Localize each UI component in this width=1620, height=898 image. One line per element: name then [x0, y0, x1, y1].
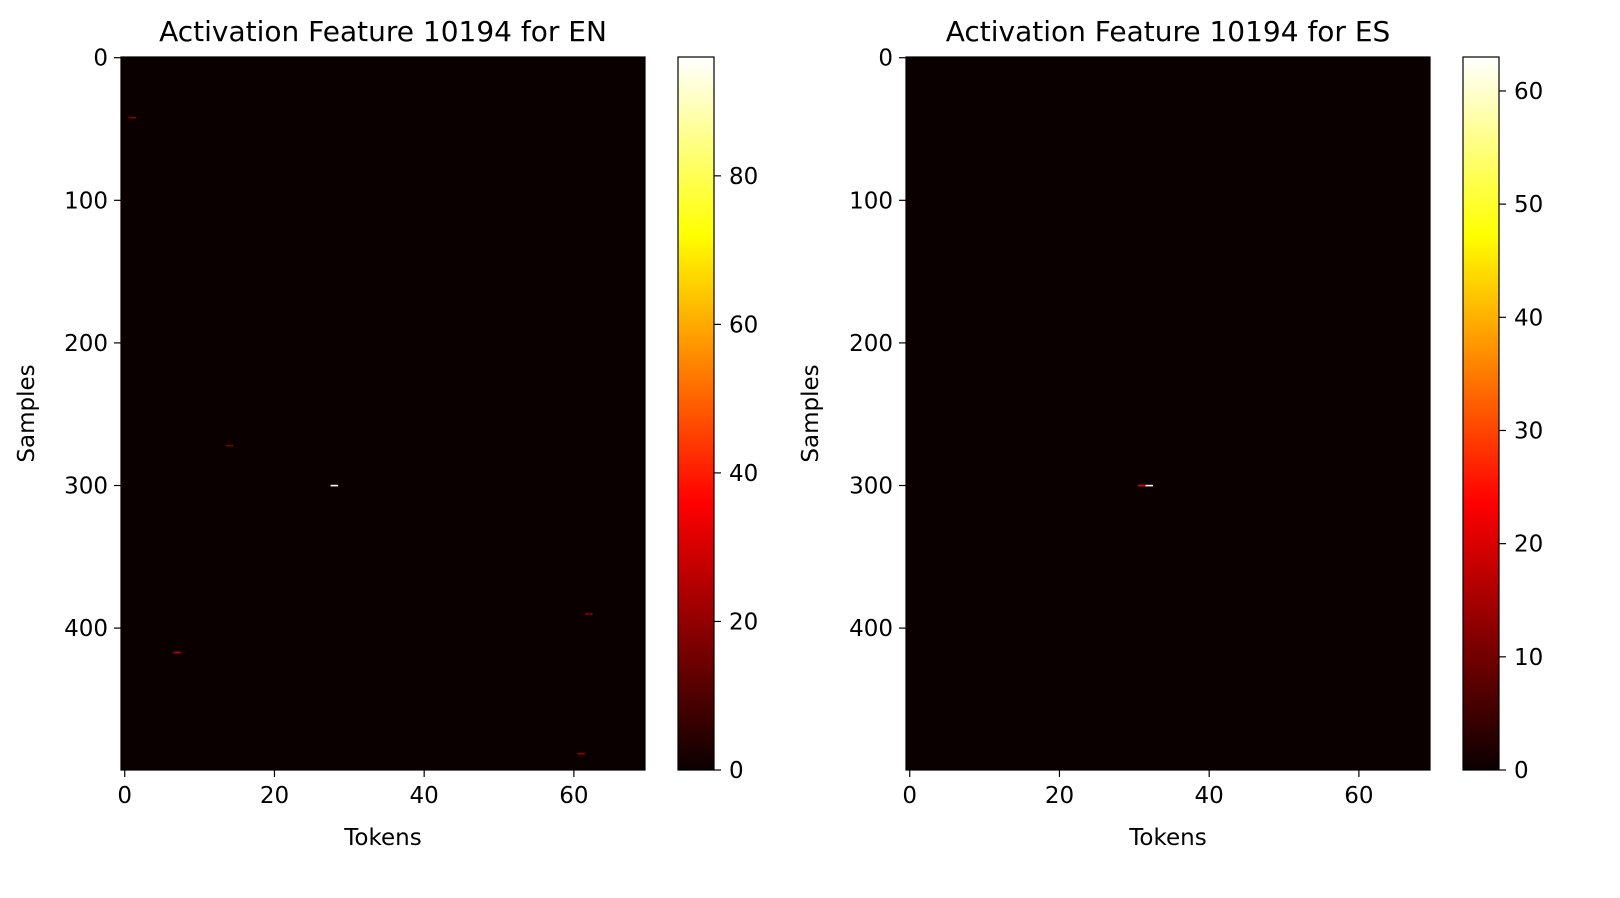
colorbar-tick-label: 10 [1514, 645, 1543, 671]
x-tick-label: 20 [260, 783, 289, 809]
chart-title: Activation Feature 10194 for EN [159, 15, 607, 48]
heatmap-cell [173, 651, 181, 654]
y-tick-label: 400 [849, 616, 893, 642]
heatmap-cell [577, 752, 586, 755]
colorbar [1462, 56, 1500, 771]
heatmap-cell [225, 444, 234, 447]
x-tick-label: 60 [1344, 783, 1373, 809]
y-tick-label: 0 [878, 46, 893, 72]
heatmap-cell [128, 116, 136, 119]
colorbar-tick-label: 0 [729, 758, 744, 784]
y-axis-label: Samples [14, 364, 40, 462]
axes-frame [120, 56, 646, 771]
chart-title: Activation Feature 10194 for ES [946, 15, 1391, 48]
colorbar-tick-label: 50 [1514, 192, 1543, 218]
y-tick-label: 300 [849, 474, 893, 500]
x-tick-label: 0 [117, 783, 132, 809]
y-tick-label: 400 [64, 616, 108, 642]
y-tick-label: 200 [849, 331, 893, 357]
heatmap-background [121, 57, 645, 770]
heatmap-cell [1145, 484, 1154, 487]
x-axis-label: Tokens [343, 825, 421, 851]
y-tick-label: 300 [64, 474, 108, 500]
colorbar-tick-label: 0 [1514, 758, 1529, 784]
heatmap-cell [1138, 484, 1146, 487]
colorbar-tick-label: 40 [1514, 305, 1543, 331]
x-tick-label: 40 [1195, 783, 1224, 809]
y-tick-label: 100 [64, 188, 108, 214]
heatmap-cell [330, 484, 339, 487]
colorbar-tick-label: 60 [1514, 79, 1543, 105]
colorbar-tick-label: 40 [729, 461, 758, 487]
y-tick-label: 100 [849, 188, 893, 214]
y-tick-label: 0 [93, 46, 108, 72]
colorbar-tick-label: 20 [729, 609, 758, 635]
y-axis-label: Samples [798, 364, 824, 462]
colorbar-tick-label: 80 [729, 164, 758, 190]
colorbar-tick-label: 60 [729, 312, 758, 338]
axes-frame [905, 56, 1431, 771]
colorbar-tick-label: 20 [1514, 532, 1543, 558]
colorbar [677, 56, 715, 771]
x-tick-label: 0 [902, 783, 917, 809]
heatmap-cell [585, 613, 593, 615]
x-axis-label: Tokens [1128, 825, 1206, 851]
x-tick-label: 20 [1045, 783, 1074, 809]
x-tick-label: 40 [410, 783, 439, 809]
y-tick-label: 200 [64, 331, 108, 357]
heatmap-background [906, 57, 1430, 770]
colorbar-tick-label: 30 [1514, 418, 1543, 444]
x-tick-label: 60 [559, 783, 588, 809]
